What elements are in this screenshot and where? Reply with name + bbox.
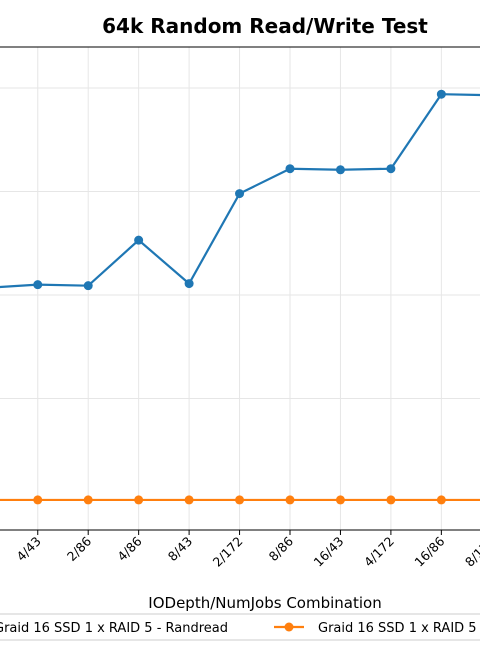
legend-label-2: Graid 16 SSD 1 x RAID 5 - Randwrite <box>318 621 480 636</box>
data-point-s1-7 <box>285 164 295 174</box>
x-tick-label: 4/43 <box>13 534 43 564</box>
legend-box <box>0 613 480 641</box>
grid-lines <box>0 47 480 530</box>
data-point-s2-2 <box>33 495 43 505</box>
chart-title: 64k Random Read/Write Test <box>102 14 428 38</box>
data-point-s2-9 <box>386 495 396 505</box>
data-point-s2-3 <box>83 495 93 505</box>
data-point-s2-10 <box>436 495 446 505</box>
data-point-s2-5 <box>184 495 194 505</box>
data-point-s1-5 <box>184 279 194 289</box>
legend-label-1: Graid 16 SSD 1 x RAID 5 - Randread <box>0 621 228 636</box>
x-tick-label: 8/43 <box>165 534 195 564</box>
data-point-s1-8 <box>335 165 345 175</box>
data-point-s1-10 <box>436 89 446 99</box>
x-tick-label: 8/86 <box>266 533 296 563</box>
x-tick-label: 2/172 <box>210 534 246 570</box>
data-point-s1-9 <box>386 164 396 174</box>
x-tick-label: 4/86 <box>114 533 144 563</box>
data-point-s2-7 <box>285 495 295 505</box>
x-ticks: 1/1724/432/864/868/432/1728/8616/434/172… <box>13 530 480 570</box>
legend-swatch-marker-2 <box>284 622 294 632</box>
x-tick-label: 8/172 <box>462 534 480 570</box>
series-layer <box>0 89 480 505</box>
data-point-s1-6 <box>235 189 245 199</box>
data-point-s2-6 <box>235 495 245 505</box>
data-point-s1-2 <box>33 280 43 290</box>
data-point-s1-4 <box>134 235 144 245</box>
x-tick-label: 16/86 <box>411 533 447 569</box>
x-axis-label: IODepth/NumJobs Combination <box>148 594 381 612</box>
data-point-s2-8 <box>335 495 345 505</box>
data-point-s2-4 <box>134 495 144 505</box>
data-point-s1-3 <box>83 281 93 291</box>
x-tick-label: 2/86 <box>64 533 94 563</box>
x-tick-label: 16/43 <box>310 534 346 570</box>
legend: Graid 16 SSD 1 x RAID 5 - Randread Graid … <box>0 613 480 641</box>
x-tick-label: 4/172 <box>361 534 397 570</box>
